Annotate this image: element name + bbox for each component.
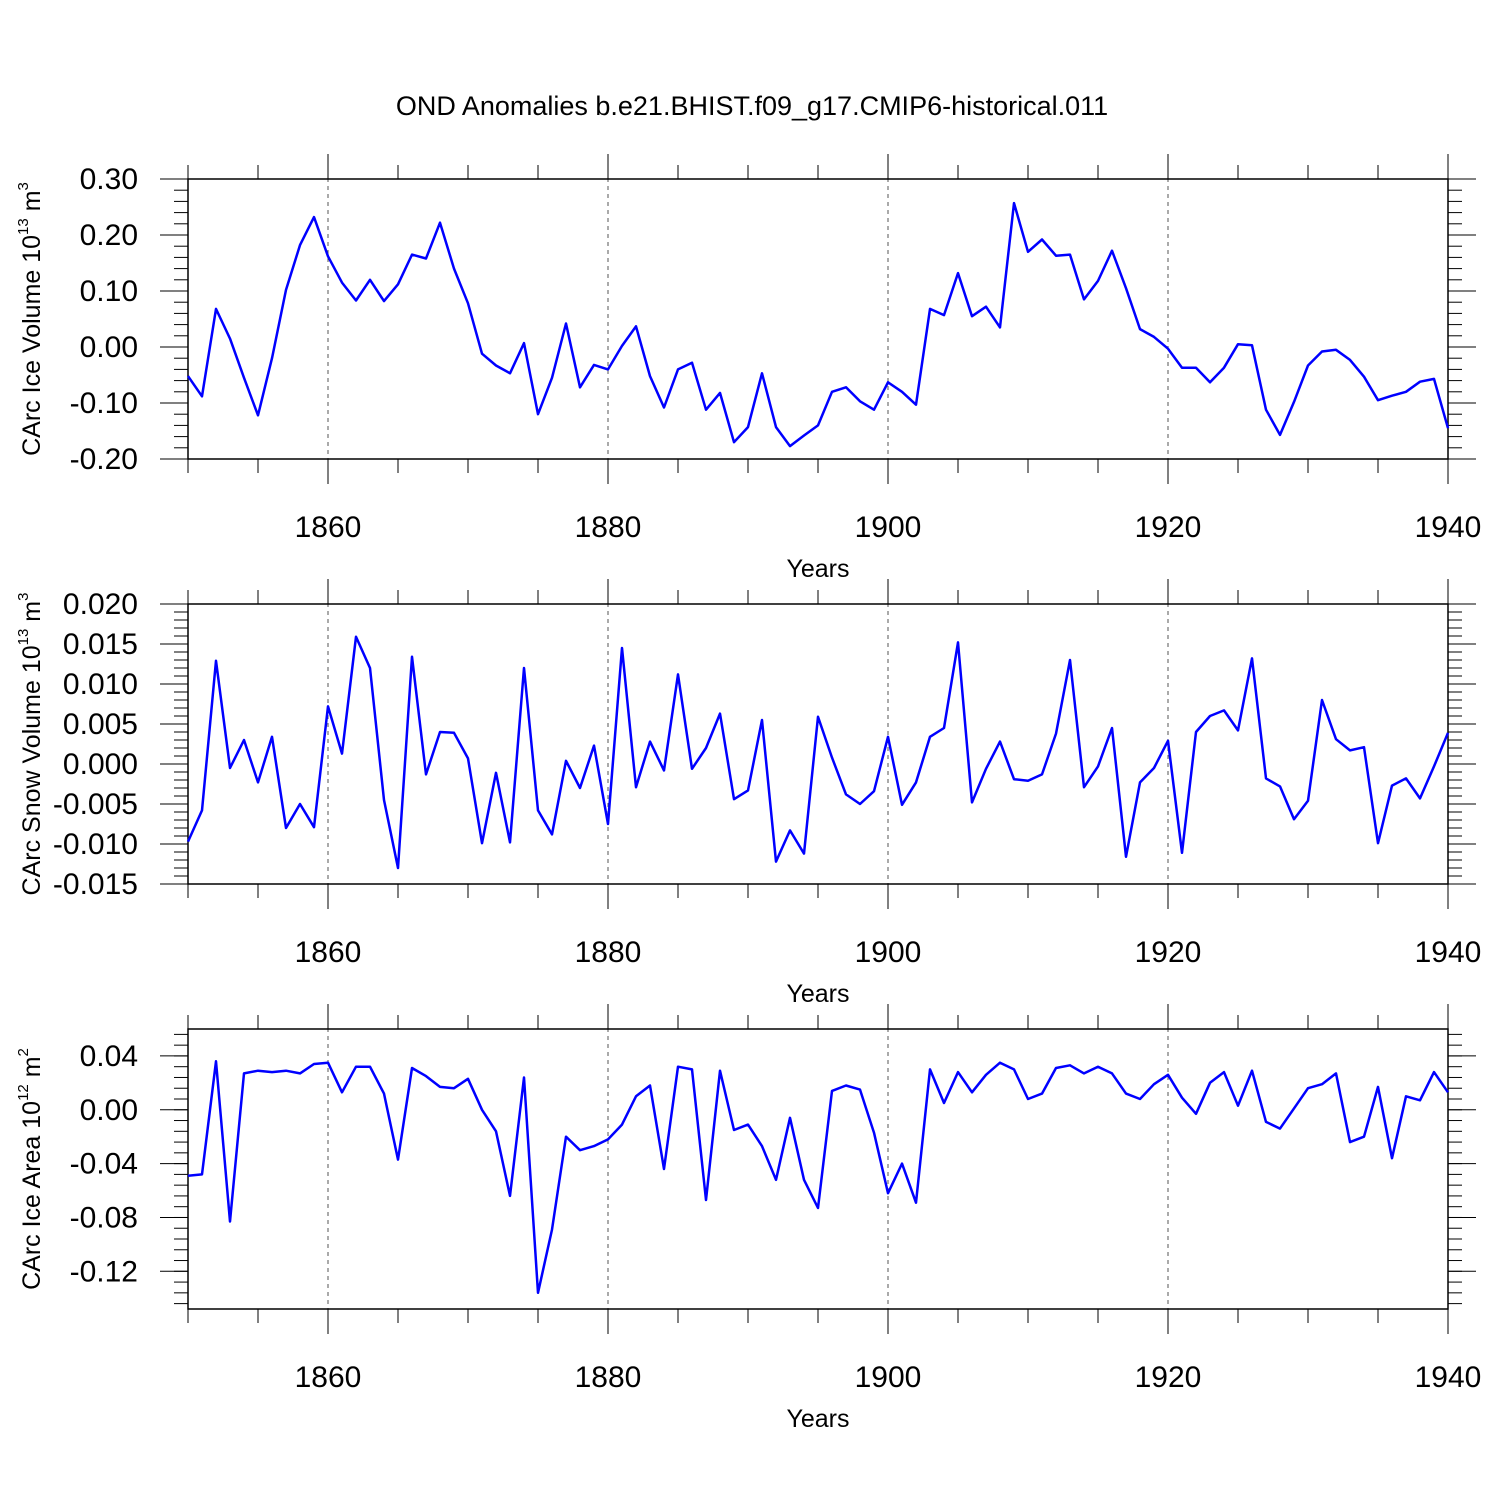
plot-frame [187,178,1449,460]
y-tick-label: 0.010 [63,668,138,701]
y-tick-label: 0.00 [80,331,138,364]
y-tick-label: -0.12 [70,1255,138,1288]
x-tick-label: 1880 [575,511,642,544]
y-tick-label: -0.010 [53,828,138,861]
x-tick-label: 1900 [855,936,922,969]
y-tick-label: -0.015 [53,868,138,901]
panel-2: -0.015 -0.010 -0.005 0.000 0.005 0.010 0.015 0.… [15,579,1481,1008]
x-tick-label: 1860 [295,936,362,969]
y-axis-label: CArc Ice Volume 1013 m3 [15,182,46,456]
x-tick-label: 1860 [295,1361,362,1394]
x-tick-label: 1920 [1135,1361,1202,1394]
y-tick-label: 0.005 [63,708,138,741]
x-tick-label: 1880 [575,1361,642,1394]
panel-3: -0.12 -0.08 -0.04 0.00 0.04 1860 1880 1900 1920 1… [15,1004,1481,1433]
plot-frame [187,1028,1449,1310]
x-tick-label: 1900 [855,1361,922,1394]
x-tick-label: 1900 [855,511,922,544]
y-tick-label: 0.10 [80,275,138,308]
x-tick-label: 1940 [1415,936,1482,969]
y-tick-label: 0.015 [63,628,138,661]
y-tick-label: 0.020 [63,588,138,621]
y-axis-label-exponent: 13 [15,218,32,235]
y-axis-label-unit: m [18,190,46,218]
series-line [186,201,1450,448]
y-axis-label-exponent: 12 [15,1084,32,1101]
y-tick-label: 0.000 [63,748,138,781]
x-tick-label: 1940 [1415,511,1482,544]
y-tick-label: -0.10 [70,387,138,420]
y-axis-label-unit-exponent: 3 [15,182,32,190]
y-tick-label: 0.30 [80,163,138,196]
y-axis-label-unit: m [18,1056,46,1084]
y-tick-label: 0.20 [80,219,138,252]
panels: -0.20 -0.10 0.00 0.10 0.20 0.30 1860 1880 1900 19… [15,154,1481,1433]
y-tick-label: -0.08 [70,1201,138,1234]
chart-title: OND Anomalies b.e21.BHIST.f09_g17.CMIP6-… [396,91,1108,121]
y-axis-label: CArc Ice Area 1012 m2 [15,1048,46,1290]
y-axis-label-unit-exponent: 3 [15,593,32,601]
y-axis-label-text: CArc Ice Volume 10 [18,235,46,456]
y-tick-label: -0.005 [53,788,138,821]
x-tick-label: 1940 [1415,1361,1482,1394]
y-axis-label-text: CArc Snow Volume 10 [18,645,46,895]
x-axis-label: Years [786,980,849,1008]
x-tick-label: 1920 [1135,511,1202,544]
series-line [187,1060,1450,1295]
y-axis-label-unit-exponent: 2 [15,1048,32,1056]
y-tick-label: -0.20 [70,443,138,476]
x-tick-label: 1860 [295,511,362,544]
panel-1: -0.20 -0.10 0.00 0.10 0.20 0.30 1860 1880 1900 19… [15,154,1481,583]
x-tick-label: 1880 [575,936,642,969]
y-axis-label-unit: m [18,601,46,629]
y-axis-label: CArc Snow Volume 1013 m3 [15,593,46,896]
y-axis-label-text: CArc Ice Area 10 [18,1101,46,1290]
y-tick-label: 0.04 [80,1040,138,1073]
y-tick-label: -0.04 [70,1148,138,1181]
y-axis-label-exponent: 13 [15,629,32,646]
x-axis-label: Years [786,555,849,583]
x-tick-label: 1920 [1135,936,1202,969]
x-axis-label: Years [786,1405,849,1433]
y-tick-label: 0.00 [80,1094,138,1127]
series-line [186,635,1450,870]
